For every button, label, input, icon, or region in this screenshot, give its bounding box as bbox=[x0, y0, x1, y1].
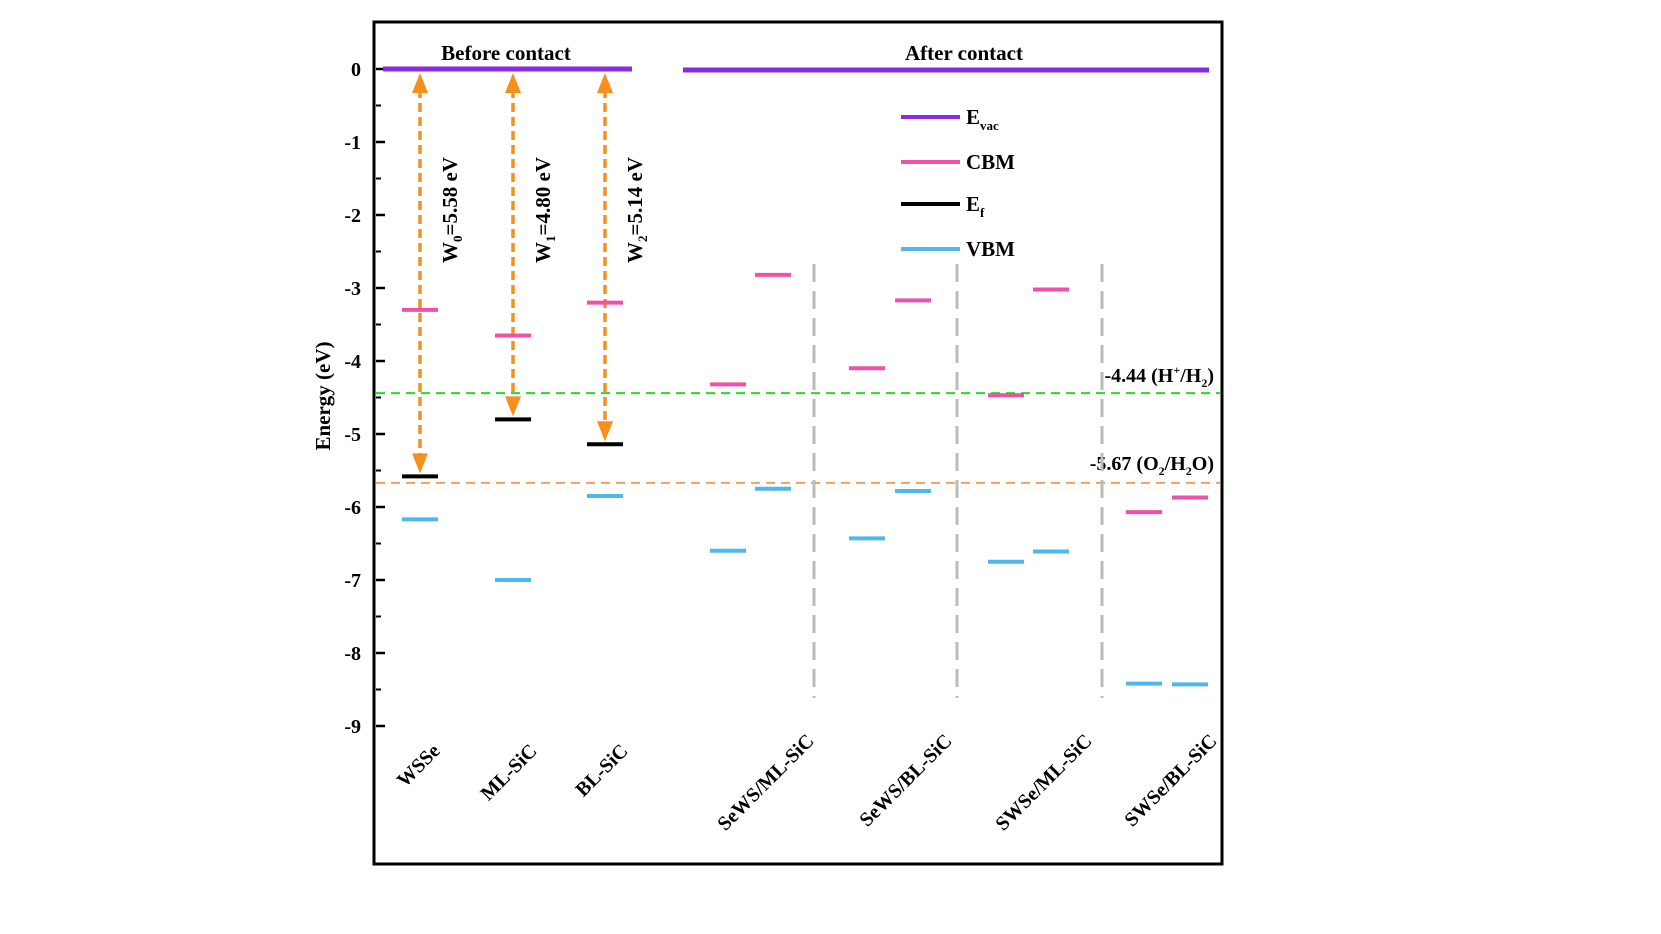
legend: Evac CBM Ef VBM bbox=[901, 105, 1015, 261]
x-category-label: SWSe/BL-SiC bbox=[1120, 730, 1221, 831]
work-function-arrow-head-down bbox=[505, 396, 521, 417]
legend-label: Ef bbox=[966, 192, 985, 220]
section-headers: Before contact After contact bbox=[441, 41, 1023, 65]
reference-label: -5.67 (O2/H2O) bbox=[1090, 453, 1214, 478]
y-tick-label: -8 bbox=[344, 643, 361, 665]
y-tick-label: 0 bbox=[351, 59, 361, 81]
y-tick-label: -2 bbox=[344, 205, 361, 227]
x-category-label: ML-SiC bbox=[476, 740, 541, 805]
x-category-label: SeWS/ML-SiC bbox=[713, 730, 818, 835]
work-function-arrow-head-down bbox=[597, 421, 613, 442]
work-function-arrow-head-up bbox=[505, 73, 521, 93]
x-category-label: SWSe/ML-SiC bbox=[991, 730, 1096, 835]
work-function-arrow-head-down bbox=[412, 453, 428, 474]
x-axis-labels: WSSe ML-SiC BL-SiC SeWS/ML-SiC SeWS/BL-SiC SW… bbox=[393, 730, 1222, 835]
section-label: After contact bbox=[905, 41, 1023, 65]
y-tick-label: -5 bbox=[344, 424, 361, 446]
work-function-arrows: W0=5.58 eV W1=4.80 eV W2=5.14 eV bbox=[412, 73, 650, 474]
reference-lines: -4.44 (H+/H2) -5.67 (O2/H2O) bbox=[376, 363, 1220, 484]
section-label: Before contact bbox=[441, 41, 571, 65]
legend-label: Evac bbox=[966, 105, 999, 133]
x-category-label: BL-SiC bbox=[571, 740, 632, 801]
work-function-label: W0=5.58 eV bbox=[438, 157, 465, 263]
y-tick-label: -6 bbox=[344, 497, 361, 519]
y-axis: 0 -1 -2 -3 -4 -5 -6 -7 -8 -9 bbox=[344, 59, 385, 738]
work-function-arrow-head-up bbox=[597, 73, 613, 93]
y-axis-label: Energy (eV) bbox=[311, 341, 335, 450]
plot-frame bbox=[372, 20, 1224, 866]
vacuum-levels bbox=[383, 66, 1209, 73]
x-category-label: SeWS/BL-SiC bbox=[855, 730, 956, 831]
y-tick-label: -7 bbox=[344, 570, 361, 592]
reference-label: -4.44 (H+/H2) bbox=[1104, 363, 1214, 390]
legend-label: VBM bbox=[966, 237, 1015, 261]
energy-levels bbox=[402, 272, 1208, 687]
y-tick-label: -9 bbox=[344, 716, 361, 738]
work-function-arrow-head-up bbox=[412, 73, 428, 93]
y-tick-label: -1 bbox=[344, 132, 361, 154]
legend-label: CBM bbox=[966, 150, 1015, 174]
x-category-label: WSSe bbox=[393, 740, 445, 792]
section-dividers bbox=[812, 264, 1104, 698]
y-tick-label: -3 bbox=[344, 278, 361, 300]
work-function-label: W2=5.14 eV bbox=[623, 157, 650, 263]
y-tick-label: -4 bbox=[344, 351, 361, 373]
work-function-label: W1=4.80 eV bbox=[531, 157, 558, 263]
